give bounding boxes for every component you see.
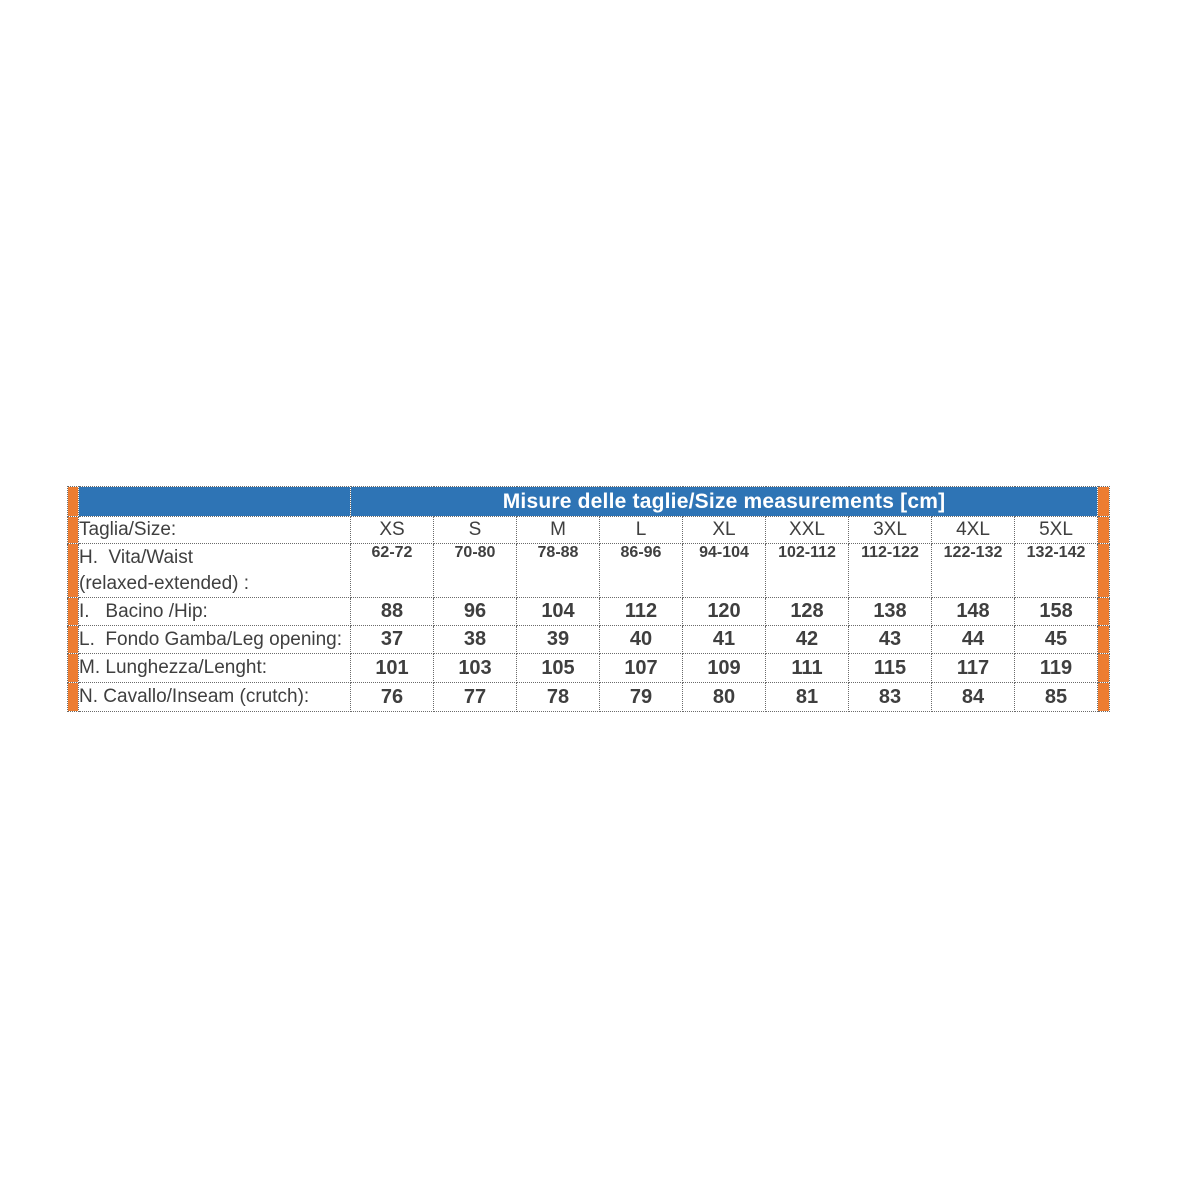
value-cell: 102-112 bbox=[765, 543, 849, 598]
accent-bar-left bbox=[67, 516, 79, 544]
row-label-taglia: Taglia/Size: bbox=[78, 516, 351, 544]
size-cell-s: S bbox=[433, 516, 517, 544]
value-cell: 117 bbox=[931, 653, 1015, 683]
size-cell-l: L bbox=[599, 516, 683, 544]
size-cell-4xl: 4XL bbox=[931, 516, 1015, 544]
value-cell: 112-122 bbox=[848, 543, 932, 598]
value-cell: 122-132 bbox=[931, 543, 1015, 598]
value-cell: 62-72 bbox=[350, 543, 434, 598]
value-cell: 78 bbox=[516, 682, 600, 712]
accent-bar-right bbox=[1097, 625, 1111, 654]
value-cell: 96 bbox=[433, 597, 517, 626]
value-cell: 109 bbox=[682, 653, 766, 683]
value-cell: 111 bbox=[765, 653, 849, 683]
value-cell: 85 bbox=[1013, 682, 1099, 712]
value-cell: 88 bbox=[350, 597, 434, 626]
table-row-hip: I. Bacino /Hip: 88 96 104 112 120 128 13… bbox=[67, 597, 1111, 626]
value-cell: 84 bbox=[931, 682, 1015, 712]
value-cell: 105 bbox=[516, 653, 600, 683]
value-cell: 76 bbox=[350, 682, 434, 712]
value-cell: 77 bbox=[433, 682, 517, 712]
header-blank-cell bbox=[78, 486, 351, 517]
value-cell: 43 bbox=[848, 625, 932, 654]
value-cell: 45 bbox=[1013, 625, 1099, 654]
row-label-waist: H. Vita/Waist (relaxed-extended) : bbox=[78, 543, 351, 598]
row-label-length: M. Lunghezza/Lenght: bbox=[78, 653, 351, 683]
value-cell: 79 bbox=[599, 682, 683, 712]
accent-bar-left bbox=[67, 486, 79, 517]
value-cell: 80 bbox=[682, 682, 766, 712]
accent-bar-left bbox=[67, 543, 79, 598]
value-cell: 115 bbox=[848, 653, 932, 683]
size-cell-xs: XS bbox=[350, 516, 434, 544]
value-cell: 40 bbox=[599, 625, 683, 654]
value-cell: 44 bbox=[931, 625, 1015, 654]
value-cell: 86-96 bbox=[599, 543, 683, 598]
accent-bar-right bbox=[1097, 682, 1111, 712]
table-row-waist: H. Vita/Waist (relaxed-extended) : 62-72… bbox=[67, 543, 1111, 598]
row-label-hip: I. Bacino /Hip: bbox=[78, 597, 351, 626]
value-cell: 148 bbox=[931, 597, 1015, 626]
value-cell: 138 bbox=[848, 597, 932, 626]
table-row-leg-opening: L. Fondo Gamba/Leg opening: 37 38 39 40 … bbox=[67, 625, 1111, 654]
value-cell: 42 bbox=[765, 625, 849, 654]
size-cell-3xl: 3XL bbox=[848, 516, 932, 544]
table-row-length: M. Lunghezza/Lenght: 101 103 105 107 109… bbox=[67, 653, 1111, 683]
size-measurements-section: Misure delle taglie/Size measurements [c… bbox=[67, 486, 1111, 712]
size-cell-xl: XL bbox=[682, 516, 766, 544]
value-cell: 41 bbox=[682, 625, 766, 654]
value-cell: 112 bbox=[599, 597, 683, 626]
row-label-inseam: N. Cavallo/Inseam (crutch): bbox=[78, 682, 351, 712]
value-cell: 94-104 bbox=[682, 543, 766, 598]
accent-bar-right bbox=[1097, 543, 1111, 598]
value-cell: 132-142 bbox=[1013, 543, 1099, 598]
table-header-row: Misure delle taglie/Size measurements [c… bbox=[67, 486, 1111, 517]
value-cell: 101 bbox=[350, 653, 434, 683]
accent-bar-left bbox=[67, 597, 79, 626]
size-measurements-table: Misure delle taglie/Size measurements [c… bbox=[67, 486, 1111, 712]
size-cell-5xl: 5XL bbox=[1013, 516, 1099, 544]
value-cell: 128 bbox=[765, 597, 849, 626]
table-row-inseam: N. Cavallo/Inseam (crutch): 76 77 78 79 … bbox=[67, 682, 1111, 712]
table-title: Misure delle taglie/Size measurements [c… bbox=[349, 486, 1099, 517]
accent-bar-left bbox=[67, 653, 79, 683]
value-cell: 37 bbox=[350, 625, 434, 654]
value-cell: 103 bbox=[433, 653, 517, 683]
row-label-leg-opening: L. Fondo Gamba/Leg opening: bbox=[78, 625, 351, 654]
value-cell: 119 bbox=[1013, 653, 1099, 683]
accent-bar-left bbox=[67, 625, 79, 654]
accent-bar-left bbox=[67, 682, 79, 712]
value-cell: 39 bbox=[516, 625, 600, 654]
value-cell: 107 bbox=[599, 653, 683, 683]
size-cell-xxl: XXL bbox=[765, 516, 849, 544]
value-cell: 158 bbox=[1013, 597, 1099, 626]
value-cell: 120 bbox=[682, 597, 766, 626]
accent-bar-right bbox=[1097, 516, 1111, 544]
value-cell: 83 bbox=[848, 682, 932, 712]
value-cell: 78-88 bbox=[516, 543, 600, 598]
value-cell: 38 bbox=[433, 625, 517, 654]
accent-bar-right bbox=[1097, 597, 1111, 626]
value-cell: 70-80 bbox=[433, 543, 517, 598]
accent-bar-right bbox=[1097, 653, 1111, 683]
size-header-row: Taglia/Size: XS S M L XL XXL 3XL 4XL 5XL bbox=[67, 516, 1111, 544]
accent-bar-right bbox=[1097, 486, 1111, 517]
value-cell: 104 bbox=[516, 597, 600, 626]
value-cell: 81 bbox=[765, 682, 849, 712]
size-cell-m: M bbox=[516, 516, 600, 544]
